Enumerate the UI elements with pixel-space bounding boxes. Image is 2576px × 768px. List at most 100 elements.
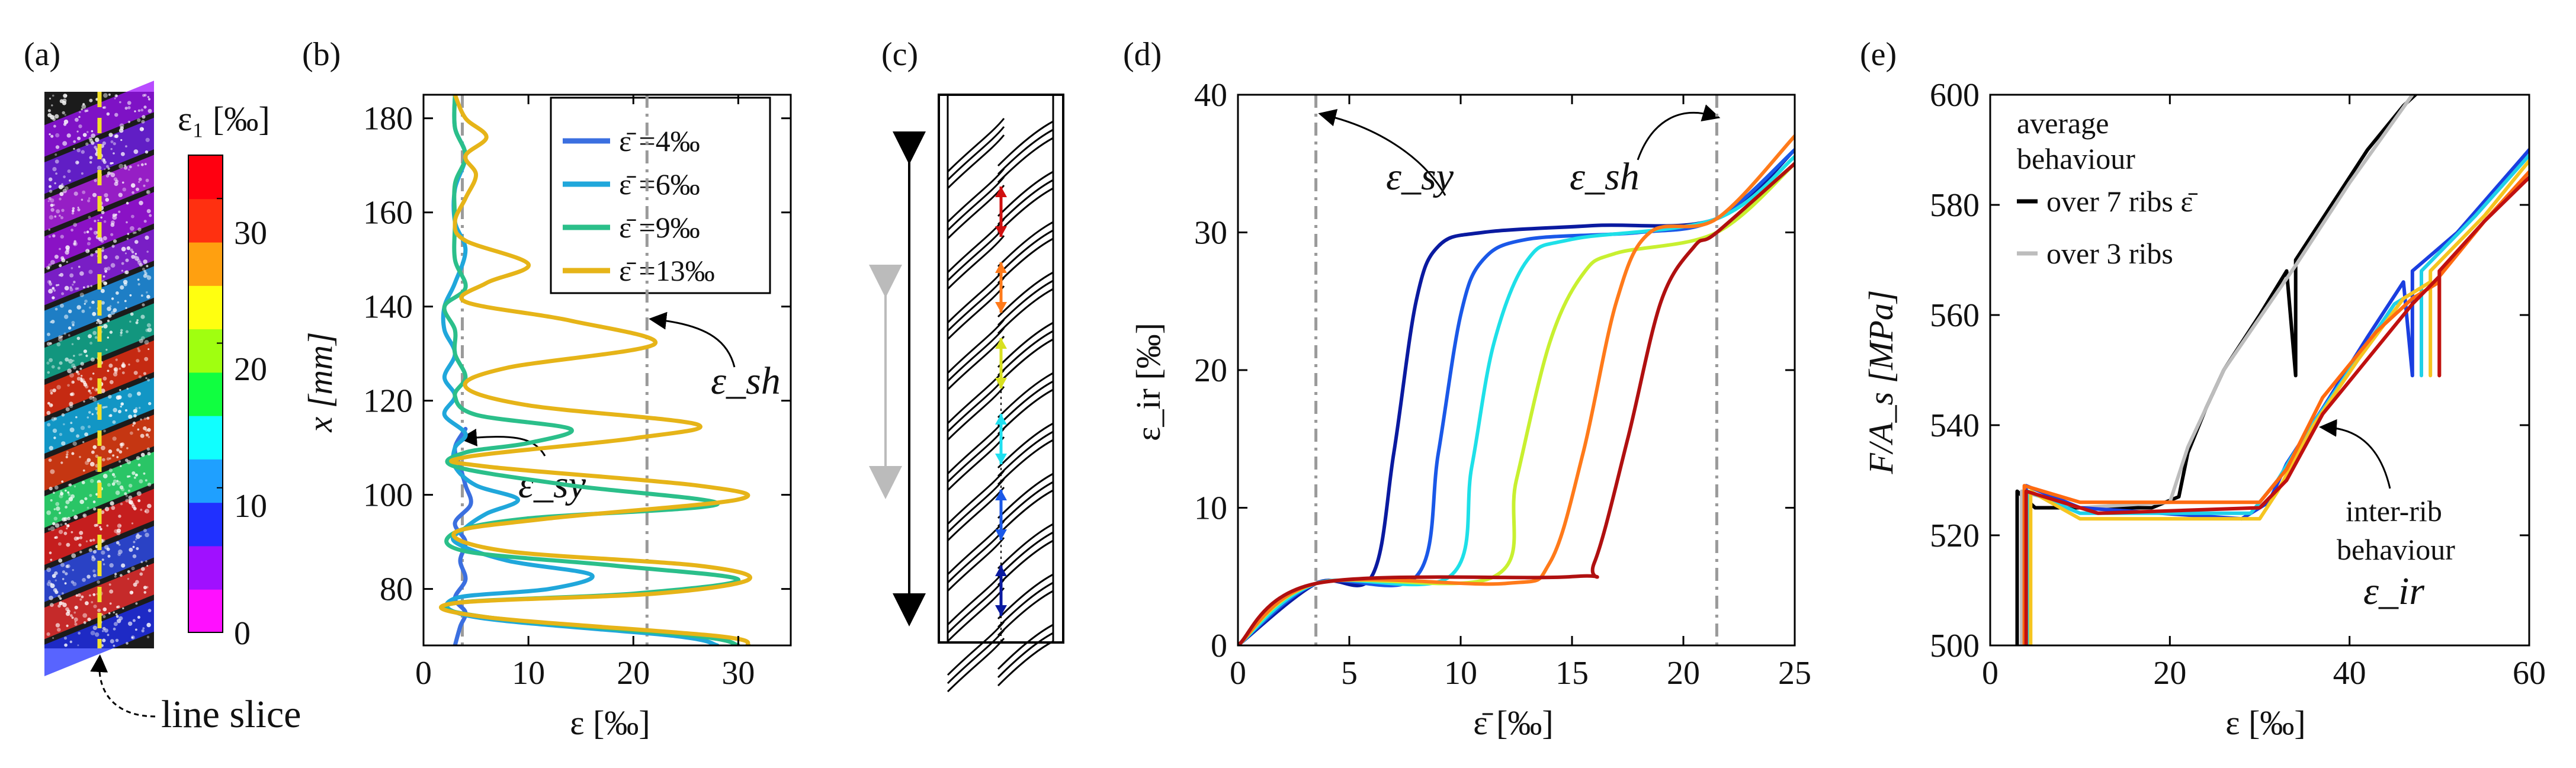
panel-b-legend-label-2: ε̄ =9‰ — [619, 211, 700, 244]
panel-d-esh-label: ε_sh — [1570, 155, 1640, 198]
colorbar-segment-2 — [188, 502, 223, 547]
panel-b-ytick-label-0: 80 — [380, 571, 413, 608]
panel-b-ytick-label-3: 140 — [363, 289, 413, 326]
panel-d: ε̄ [‰] ε_ir [‰] ε_sy ε_sh 0 5 10 15 20 25 0 10 2… — [1129, 77, 1811, 742]
colorbar-segment-4 — [188, 415, 223, 459]
panel-e-ytick-label-2: 540 — [1930, 407, 1980, 444]
panel-e-series-3 — [2026, 153, 2529, 645]
panel-d-ytick-label-2: 20 — [1194, 352, 1227, 389]
rib-strain-arrowhead-bot-3 — [995, 454, 1007, 464]
specimen-speckles — [46, 93, 152, 647]
rib-strain-arrowhead-top-2 — [995, 338, 1007, 349]
panel-label-d: (d) — [1123, 36, 1162, 73]
line-slice-label: line slice — [161, 693, 301, 736]
panel-e-ylabel: F/A_s [MPa] — [1862, 290, 1900, 475]
colorbar-segment-10 — [188, 155, 223, 200]
rebar-ribs — [947, 118, 1054, 693]
colorbar-frame — [188, 155, 223, 633]
colorbar-segment-9 — [188, 198, 223, 243]
panel-d-xtick-label-3: 15 — [1555, 655, 1589, 692]
rib-strain-arrowhead-top-3 — [995, 414, 1007, 425]
colorbar-segment-1 — [188, 545, 223, 590]
panel-b-esh-label: ε_sh — [711, 359, 781, 403]
panel-d-ytick-label-3: 30 — [1194, 215, 1227, 252]
panel-d-esy-label: ε_sy — [1386, 155, 1454, 198]
panel-e-ytick-label-1: 520 — [1930, 518, 1980, 554]
colorbar-segment-3 — [188, 458, 223, 503]
colorbar-segment-5 — [188, 372, 223, 416]
panel-d-xlabel: ε̄ [‰] — [1473, 703, 1553, 742]
panel-d-series-4 — [1238, 134, 1795, 645]
colorbar-segment-6 — [188, 329, 223, 373]
panel-b-xtick-label-2: 20 — [617, 655, 650, 692]
panel-d-ytick-label-1: 10 — [1194, 490, 1227, 527]
panel-d-series-0 — [1238, 148, 1795, 645]
panel-d-xtick-label-5: 25 — [1778, 655, 1811, 692]
panel-b: ε [‰] x [mm] ε̄ =4‰ ε̄ =6‰ ε̄ =9‰ ε̄ =13… — [301, 94, 792, 742]
panel-e-ytick-label-0: 500 — [1930, 628, 1980, 664]
panel-e-xlabel: ε [‰] — [2225, 703, 2305, 742]
panel-e-series-group — [2015, 95, 2529, 645]
panel-e-ytick-label-5: 600 — [1930, 77, 1980, 114]
panel-e-ytick-label-3: 560 — [1930, 297, 1980, 334]
panel-label-a: (a) — [24, 36, 60, 73]
colorbar-tick-30: 30 — [234, 215, 267, 252]
colorbar-tick-10: 10 — [234, 488, 267, 525]
panel-d-xtick-label-0: 0 — [1230, 655, 1246, 692]
panel-b-xtick-label-3: 30 — [721, 655, 755, 692]
panel-a: line slice ε₁ [‰] 0 10 20 30 — [44, 81, 301, 736]
line-slice-arrow — [90, 654, 156, 718]
rib-strain-arrowhead-top-5 — [995, 565, 1007, 576]
panel-e-series-2 — [2024, 148, 2529, 645]
colorbar-segment-7 — [188, 285, 223, 330]
panel-d-series-5 — [1238, 162, 1795, 645]
rib-strain-arrowhead-bot-4 — [995, 529, 1007, 540]
colorbar-tick-0: 0 — [234, 615, 251, 652]
panel-e-frame — [1989, 94, 2530, 647]
panel-e-interrib-label-1: behaviour — [2337, 533, 2455, 566]
panel-e-legend-title-1: behaviour — [2017, 142, 2135, 175]
panel-e-legend-label-1: over 3 ribs — [2046, 237, 2173, 270]
panel-b-ylabel: x [mm] — [301, 332, 339, 432]
panel-b-ytick-label-2: 120 — [363, 383, 413, 420]
panel-b-xlabel: ε [‰] — [570, 703, 650, 742]
colorbar-tick-20: 20 — [234, 351, 267, 388]
rib-strain-arrowhead-bot-1 — [995, 302, 1007, 313]
panel-e-legend-label-0: over 7 ribs ε̄ — [2046, 185, 2198, 218]
panel-e-series-4 — [2029, 159, 2529, 645]
specimen-band-2 — [44, 155, 154, 231]
colorbar-segment-8 — [188, 242, 223, 286]
panel-d-xtick-label-1: 5 — [1341, 655, 1358, 692]
panel-e-xtick-label-3: 60 — [2513, 655, 2546, 692]
panel-d-series-group — [1238, 134, 1795, 645]
rib-strain-arrowhead-top-4 — [995, 490, 1007, 500]
panel-b-series-3 — [439, 95, 752, 645]
specimen-band-14 — [44, 600, 154, 676]
colorbar-segment-0 — [188, 589, 223, 633]
specimen-band-9 — [44, 414, 154, 491]
colorbar — [188, 155, 223, 633]
panel-d-ytick-label-0: 0 — [1211, 628, 1227, 664]
panel-b-series-group — [439, 95, 752, 645]
panel-d-ytick-label-4: 40 — [1194, 77, 1227, 114]
panel-c — [869, 94, 1064, 693]
panel-b-xtick-label-0: 0 — [415, 655, 432, 692]
panel-b-ytick-label-4: 160 — [363, 195, 413, 232]
panel-b-legend-label-1: ε̄ =6‰ — [619, 168, 700, 201]
panel-b-xtick-label-1: 10 — [512, 655, 545, 692]
panel-e-series-6 — [2024, 175, 2529, 645]
panel-d-esy-arrow — [1318, 109, 1446, 196]
panel-d-xtick-label-4: 20 — [1667, 655, 1700, 692]
panel-label-b: (b) — [302, 36, 341, 73]
rib-strain-arrowhead-bot-0 — [995, 226, 1007, 237]
panel-d-ylabel: ε_ir [‰] — [1129, 323, 1167, 441]
panel-label-e: (e) — [1860, 36, 1897, 73]
rib-strain-arrowhead-bot-2 — [995, 378, 1007, 388]
panel-e: ε [‰] F/A_s [MPa] average behaviour over… — [1862, 77, 2546, 742]
rib-strain-arrowhead-bot-5 — [995, 605, 1007, 616]
panel-d-esh-arrow — [1637, 104, 1721, 160]
panel-d-xtick-label-2: 10 — [1444, 655, 1477, 692]
panel-b-esh-arrow — [649, 311, 736, 368]
panel-d-frame — [1237, 94, 1796, 647]
